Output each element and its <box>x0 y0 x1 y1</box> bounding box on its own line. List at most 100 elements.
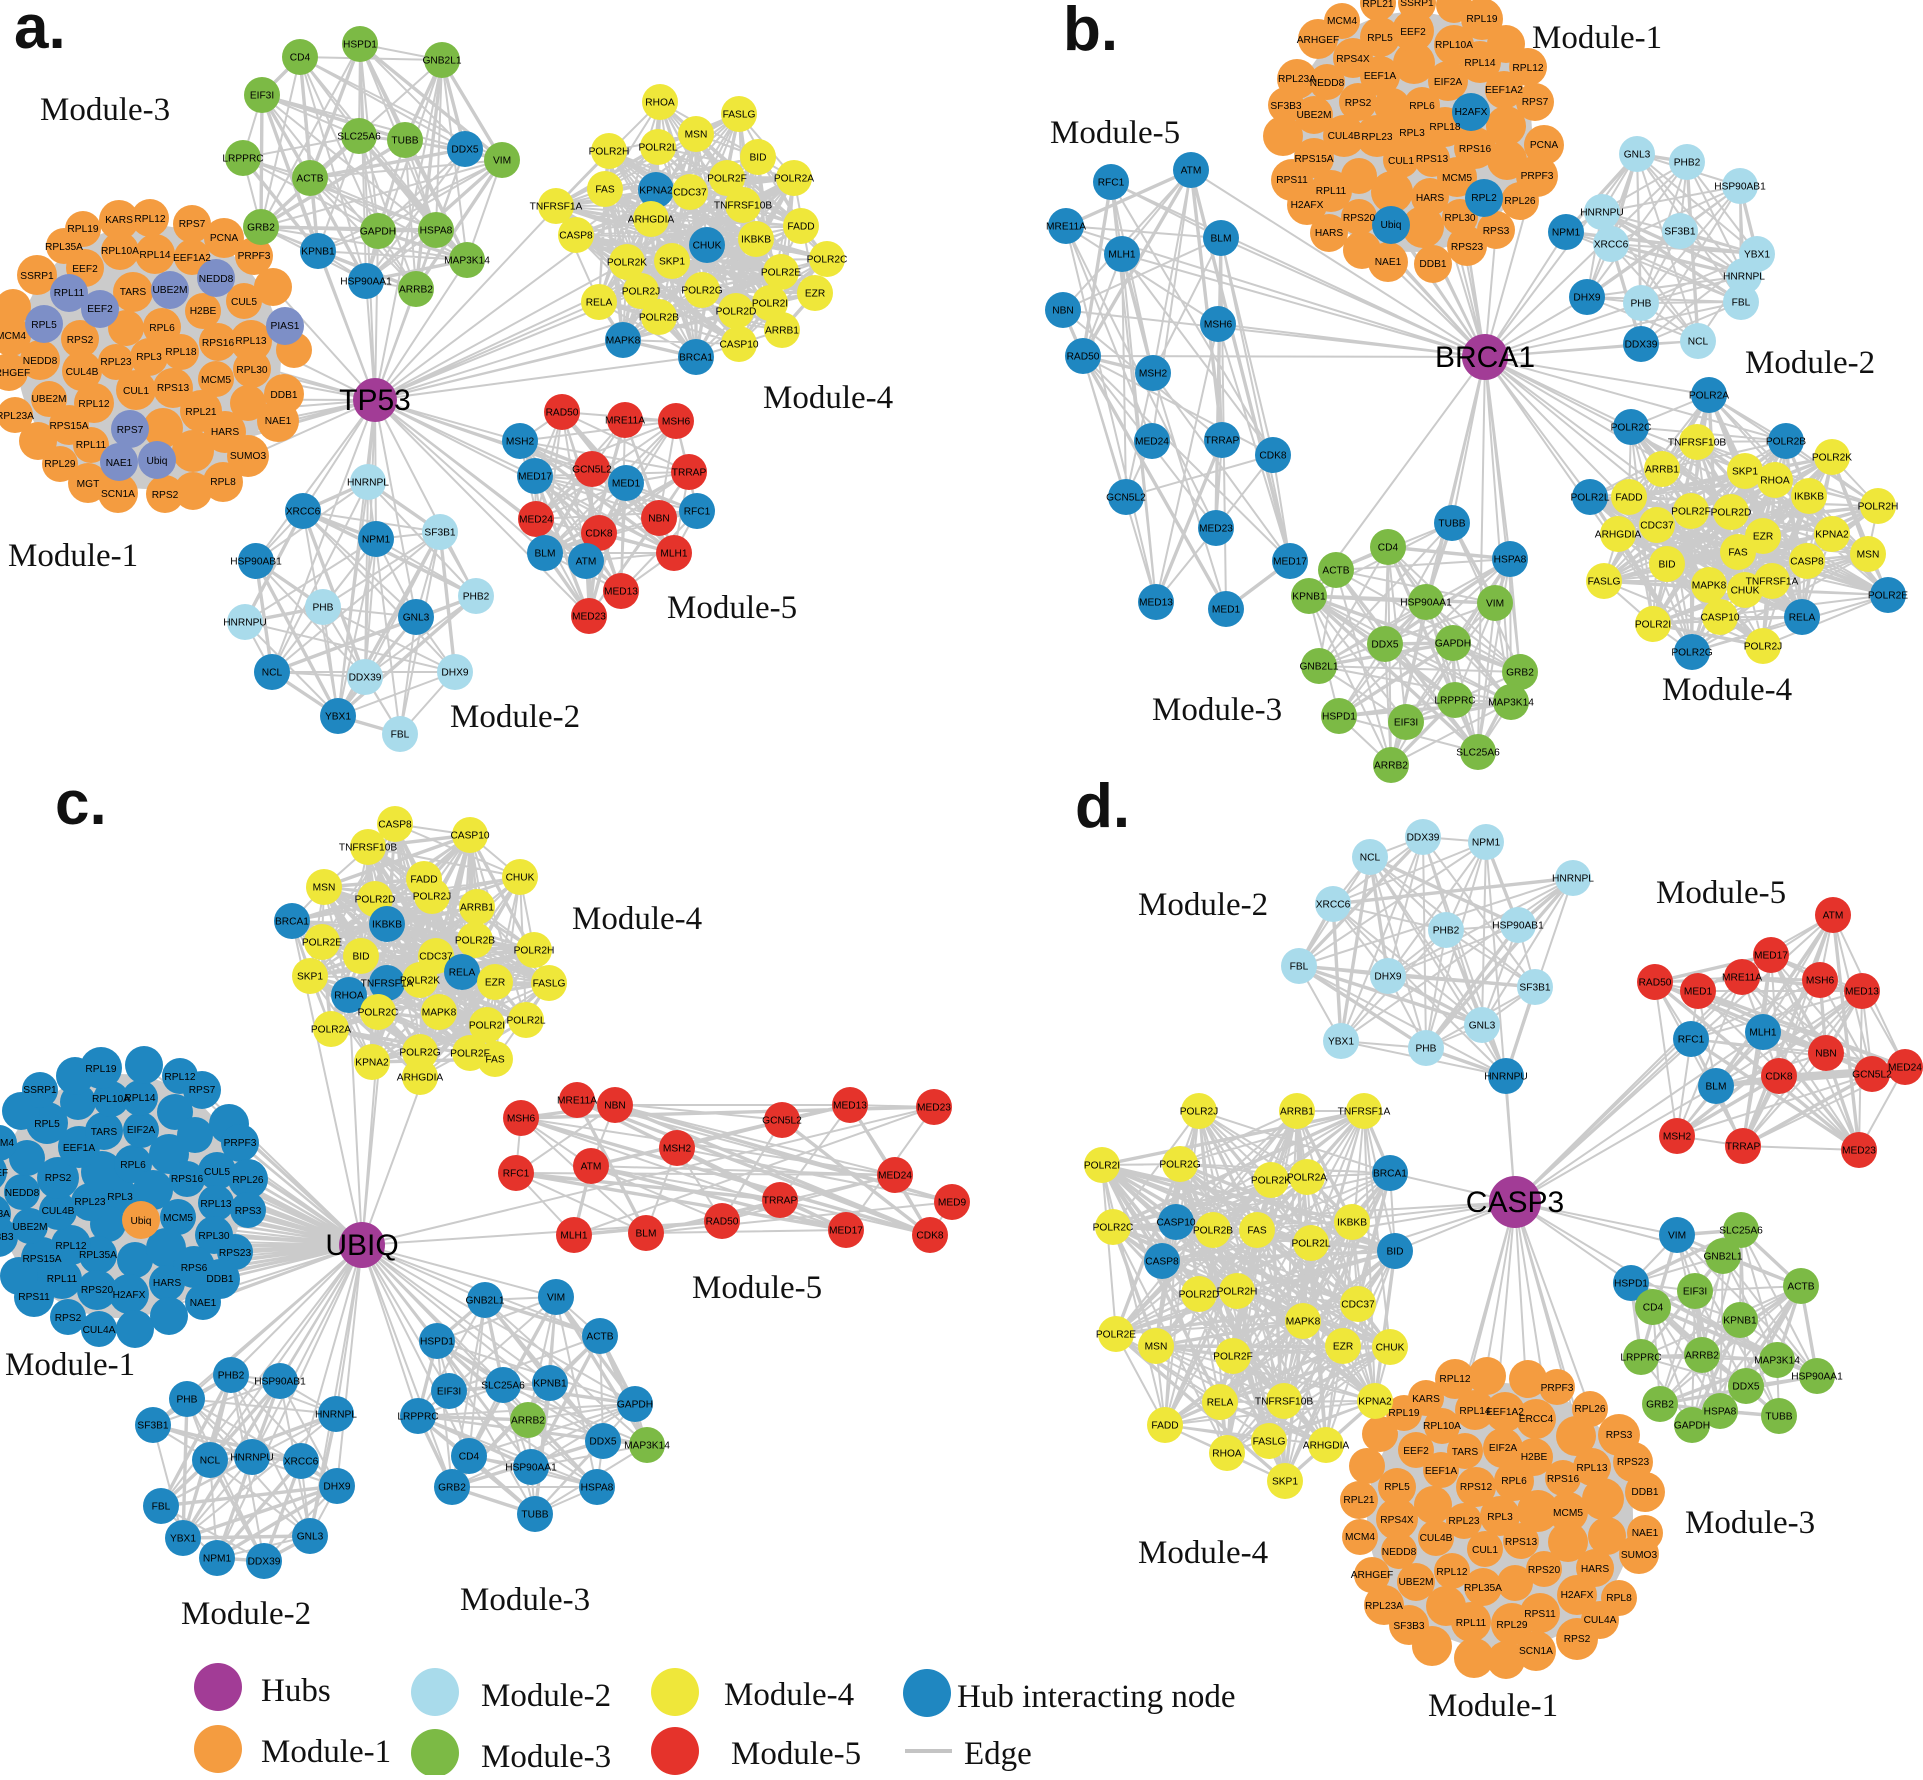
svg-text:RELA: RELA <box>449 968 476 979</box>
svg-text:TNFRSF10B: TNFRSF10B <box>714 201 773 212</box>
svg-text:ACTB: ACTB <box>296 174 323 185</box>
svg-text:Module-4: Module-4 <box>724 1677 854 1713</box>
svg-text:POLR2F: POLR2F <box>707 174 747 185</box>
svg-text:CUL5: CUL5 <box>204 1167 230 1178</box>
svg-text:NEDD8: NEDD8 <box>5 1188 40 1199</box>
svg-text:VIM: VIM <box>547 1293 565 1304</box>
svg-text:TRRAP: TRRAP <box>672 468 707 479</box>
svg-text:SF3B1: SF3B1 <box>1519 983 1550 994</box>
svg-text:CDC37: CDC37 <box>1341 1300 1375 1311</box>
svg-text:CASP3: CASP3 <box>1466 1186 1564 1219</box>
svg-text:RELA: RELA <box>586 298 613 309</box>
svg-text:MED24: MED24 <box>878 1171 912 1182</box>
svg-text:RPL18: RPL18 <box>1429 122 1460 133</box>
svg-text:HARS: HARS <box>1315 228 1344 239</box>
svg-text:MSN: MSN <box>1857 550 1880 561</box>
svg-text:NAE1: NAE1 <box>1375 257 1402 268</box>
svg-text:HSP90AA1: HSP90AA1 <box>340 277 392 288</box>
svg-text:Module-4: Module-4 <box>1138 1535 1268 1571</box>
svg-text:RELA: RELA <box>1789 613 1816 624</box>
svg-text:MSH6: MSH6 <box>1806 976 1835 987</box>
svg-text:HSPA8: HSPA8 <box>420 226 453 237</box>
svg-text:SSRP1: SSRP1 <box>23 1085 57 1096</box>
svg-text:MCM4: MCM4 <box>0 1138 14 1149</box>
svg-text:RPL5: RPL5 <box>34 1119 60 1130</box>
svg-text:H2AFX: H2AFX <box>1455 107 1488 118</box>
svg-text:DDB1: DDB1 <box>206 1274 234 1285</box>
svg-text:RPS11: RPS11 <box>1276 175 1308 186</box>
svg-text:UBE2M: UBE2M <box>31 394 66 405</box>
svg-text:Module-3: Module-3 <box>1152 692 1282 728</box>
svg-text:SF3B3: SF3B3 <box>1270 101 1301 112</box>
svg-text:UBIQ: UBIQ <box>325 1229 398 1262</box>
svg-text:EEF1A2: EEF1A2 <box>1485 85 1523 96</box>
svg-text:EZR: EZR <box>1333 1342 1353 1353</box>
svg-text:POLR2I: POLR2I <box>1084 1161 1120 1172</box>
svg-text:RPL30: RPL30 <box>198 1231 229 1242</box>
svg-text:Module-1: Module-1 <box>5 1347 135 1383</box>
svg-text:POLR2F: POLR2F <box>450 1049 490 1060</box>
svg-text:b.: b. <box>1063 0 1118 64</box>
svg-text:DDB1: DDB1 <box>270 390 298 401</box>
svg-text:EIF3I: EIF3I <box>1394 718 1418 729</box>
svg-text:SLC25A6: SLC25A6 <box>1719 1226 1763 1237</box>
svg-text:Module-2: Module-2 <box>450 699 580 735</box>
svg-text:FADD: FADD <box>787 222 814 233</box>
svg-text:MED23: MED23 <box>917 1103 951 1114</box>
svg-text:GNL3: GNL3 <box>297 1532 324 1543</box>
svg-text:RPL19: RPL19 <box>67 224 98 235</box>
svg-text:TRRAP: TRRAP <box>1205 436 1240 447</box>
svg-text:RPS16: RPS16 <box>202 338 235 349</box>
svg-text:ARHGDIA: ARHGDIA <box>1303 1441 1350 1452</box>
svg-text:RPL12: RPL12 <box>78 399 109 410</box>
svg-text:Module-5: Module-5 <box>667 590 797 626</box>
svg-text:RPS6: RPS6 <box>181 1263 208 1274</box>
svg-text:SUMO3: SUMO3 <box>1621 1550 1658 1561</box>
svg-text:Module-5: Module-5 <box>1050 115 1180 151</box>
svg-text:NEDD8: NEDD8 <box>23 356 58 367</box>
svg-text:RPL35A: RPL35A <box>79 1250 117 1261</box>
svg-text:SF3B3: SF3B3 <box>0 1232 14 1243</box>
svg-text:GCN5L2: GCN5L2 <box>762 1116 802 1127</box>
svg-text:FAS: FAS <box>595 185 614 196</box>
svg-text:MED13: MED13 <box>1845 987 1879 998</box>
svg-text:POLR2C: POLR2C <box>1611 423 1652 434</box>
svg-text:VIM: VIM <box>1486 599 1504 610</box>
svg-text:ARRB2: ARRB2 <box>511 1416 545 1427</box>
svg-text:HSP90AB1: HSP90AB1 <box>1714 182 1766 193</box>
svg-text:VIM: VIM <box>493 156 511 167</box>
svg-text:RPS2: RPS2 <box>67 335 94 346</box>
svg-text:HSPD1: HSPD1 <box>420 1337 454 1348</box>
svg-text:NAE1: NAE1 <box>1632 1528 1659 1539</box>
svg-text:LRPPRC: LRPPRC <box>397 1412 438 1423</box>
svg-text:KARS: KARS <box>1412 1394 1440 1405</box>
svg-text:CD4: CD4 <box>1643 1303 1664 1314</box>
svg-text:CHUK: CHUK <box>506 873 535 884</box>
svg-text:HARS: HARS <box>1581 1564 1610 1575</box>
svg-text:SKP1: SKP1 <box>659 257 685 268</box>
svg-text:POLR2E: POLR2E <box>1096 1330 1136 1341</box>
svg-text:SF3B1: SF3B1 <box>424 528 455 539</box>
svg-text:H2AFX: H2AFX <box>1561 1590 1594 1601</box>
svg-text:ARHGDIA: ARHGDIA <box>1595 530 1642 541</box>
svg-text:RPL5: RPL5 <box>31 320 57 331</box>
svg-text:POLR2L: POLR2L <box>1291 1239 1330 1250</box>
svg-text:MCM5: MCM5 <box>163 1213 193 1224</box>
svg-text:FASLG: FASLG <box>1253 1437 1286 1448</box>
svg-text:RPL12: RPL12 <box>1436 1567 1467 1578</box>
svg-text:POLR2K: POLR2K <box>1812 453 1852 464</box>
svg-text:CHUK: CHUK <box>1731 586 1760 597</box>
svg-text:POLR2H: POLR2H <box>589 147 630 158</box>
svg-text:GAPDH: GAPDH <box>1674 1421 1710 1432</box>
svg-text:CUL4B: CUL4B <box>1328 131 1361 142</box>
svg-text:GNB2L1: GNB2L1 <box>465 1296 504 1307</box>
svg-text:RPL26: RPL26 <box>1504 196 1535 207</box>
svg-text:Module-5: Module-5 <box>731 1736 861 1772</box>
svg-text:POLR2G: POLR2G <box>681 286 722 297</box>
svg-text:POLR2I: POLR2I <box>469 1021 505 1032</box>
svg-text:RPL26: RPL26 <box>232 1175 263 1186</box>
svg-text:Module-1: Module-1 <box>8 538 138 574</box>
svg-text:GCN5L2: GCN5L2 <box>1106 493 1146 504</box>
svg-text:GNL3: GNL3 <box>1469 1021 1496 1032</box>
svg-text:BID: BID <box>353 952 370 963</box>
